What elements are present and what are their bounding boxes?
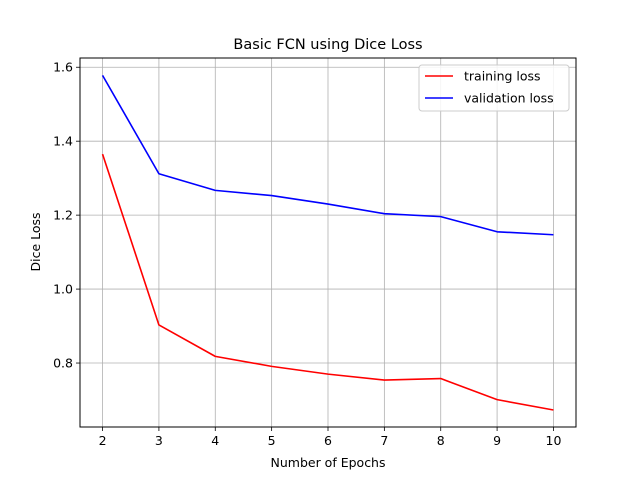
- y-tick-label-1-0: 1.0: [53, 282, 73, 297]
- y-tick-label-0-8: 0.8: [53, 356, 73, 371]
- legend-label-validation-loss: validation loss: [464, 91, 554, 106]
- tick-layer: 2 3 4 5 6 7 8 9 10 0.8 1.0 1.2 1.4 1.6: [53, 60, 561, 448]
- y-tick-label-1-4: 1.4: [53, 134, 73, 149]
- series-layer: [101, 74, 554, 411]
- grid: [80, 58, 576, 427]
- legend: training loss validation loss: [418, 64, 570, 112]
- x-tick-label-4: 4: [211, 433, 219, 448]
- x-axis-label: Number of Epochs: [271, 455, 386, 470]
- y-axis-label: Dice Loss: [28, 212, 43, 271]
- x-tick-label-5: 5: [268, 433, 276, 448]
- x-tick-label-9: 9: [493, 433, 501, 448]
- x-tick-label-2: 2: [99, 433, 107, 448]
- series-line-training-loss: [101, 153, 554, 411]
- legend-label-training-loss: training loss: [464, 69, 541, 84]
- x-tick-label-3: 3: [155, 433, 163, 448]
- legend-box: [418, 64, 570, 112]
- x-tick-label-7: 7: [380, 433, 388, 448]
- series-line-validation-loss: [101, 74, 554, 236]
- x-tick-label-6: 6: [324, 433, 332, 448]
- y-tick-label-1-2: 1.2: [53, 208, 73, 223]
- x-tick-label-10: 10: [546, 433, 562, 448]
- y-tick-label-1-6: 1.6: [53, 60, 73, 75]
- x-tick-label-8: 8: [437, 433, 445, 448]
- chart-title: Basic FCN using Dice Loss: [233, 37, 422, 53]
